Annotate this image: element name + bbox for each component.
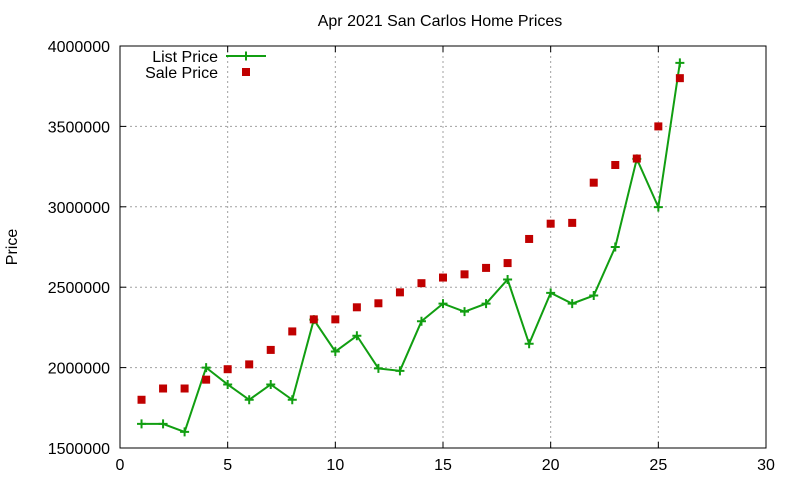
y-tick-label: 2000000 bbox=[48, 361, 110, 378]
legend-marker bbox=[242, 68, 250, 76]
data-point bbox=[439, 273, 447, 282]
data-point bbox=[330, 347, 340, 357]
legend-marker bbox=[241, 51, 251, 61]
data-point bbox=[201, 363, 211, 373]
data-point bbox=[395, 288, 404, 297]
data-point bbox=[610, 242, 620, 252]
data-point bbox=[244, 395, 254, 405]
data-point bbox=[460, 307, 470, 317]
x-tick-label: 25 bbox=[649, 457, 667, 474]
data-point bbox=[653, 202, 663, 212]
data-point bbox=[525, 234, 534, 243]
data-point bbox=[654, 122, 663, 131]
data-point bbox=[416, 316, 426, 326]
data-point bbox=[223, 379, 233, 389]
data-point bbox=[481, 299, 491, 309]
y-axis-label: Price bbox=[4, 229, 21, 266]
x-tick-label: 20 bbox=[542, 457, 560, 474]
data-point bbox=[373, 363, 383, 373]
data-point bbox=[546, 288, 556, 298]
data-point bbox=[567, 299, 577, 309]
data-point bbox=[482, 263, 491, 272]
x-tick-label: 10 bbox=[326, 457, 344, 474]
y-tick-label: 2500000 bbox=[48, 280, 110, 297]
data-point bbox=[352, 303, 361, 312]
x-tick-label: 30 bbox=[757, 457, 775, 474]
data-point bbox=[589, 178, 598, 187]
data-point bbox=[460, 270, 469, 279]
data-point bbox=[158, 419, 168, 429]
chart-title: Apr 2021 San Carlos Home Prices bbox=[318, 13, 563, 30]
data-point bbox=[632, 154, 641, 163]
data-point bbox=[331, 315, 340, 324]
data-point bbox=[287, 395, 297, 405]
data-point bbox=[245, 360, 254, 369]
data-point bbox=[395, 366, 405, 376]
data-point bbox=[137, 395, 146, 404]
data-point bbox=[438, 299, 448, 309]
axis-layer: 0 5 10 15 20 25 30 1500000 2000000 2500000 3000000… bbox=[48, 39, 775, 474]
data-point bbox=[266, 345, 275, 354]
data-point bbox=[611, 160, 620, 169]
data-point bbox=[546, 219, 555, 228]
data-point bbox=[223, 365, 232, 374]
data-point bbox=[568, 218, 577, 227]
data-point bbox=[309, 315, 318, 324]
legend-label: Sale Price bbox=[145, 65, 218, 82]
data-point bbox=[180, 384, 189, 393]
y-tick-label: 3000000 bbox=[48, 200, 110, 217]
x-tick-label: 0 bbox=[116, 457, 125, 474]
data-point bbox=[137, 419, 147, 429]
series-list-price bbox=[137, 58, 685, 437]
data-point bbox=[180, 427, 190, 437]
data-point bbox=[352, 331, 362, 341]
x-tick-label: 5 bbox=[223, 457, 232, 474]
data-point bbox=[675, 74, 684, 83]
data-point bbox=[159, 384, 168, 393]
data-point bbox=[374, 299, 383, 308]
data-point bbox=[503, 274, 513, 284]
data-point bbox=[503, 259, 512, 268]
data-point bbox=[589, 291, 599, 301]
y-tick-label: 3500000 bbox=[48, 119, 110, 136]
data-point bbox=[417, 279, 426, 288]
legend-label: List Price bbox=[152, 49, 218, 66]
data-point bbox=[524, 339, 534, 349]
series-line bbox=[141, 62, 681, 434]
series-sale-price bbox=[137, 74, 684, 404]
data-point bbox=[288, 327, 297, 336]
series-layer bbox=[137, 58, 685, 437]
grid-layer bbox=[120, 46, 766, 448]
data-point bbox=[675, 58, 685, 68]
y-tick-label: 1500000 bbox=[48, 441, 110, 458]
y-tick-label: 4000000 bbox=[48, 39, 110, 56]
x-tick-label: 15 bbox=[434, 457, 452, 474]
data-point bbox=[266, 379, 276, 389]
data-point bbox=[202, 375, 211, 384]
